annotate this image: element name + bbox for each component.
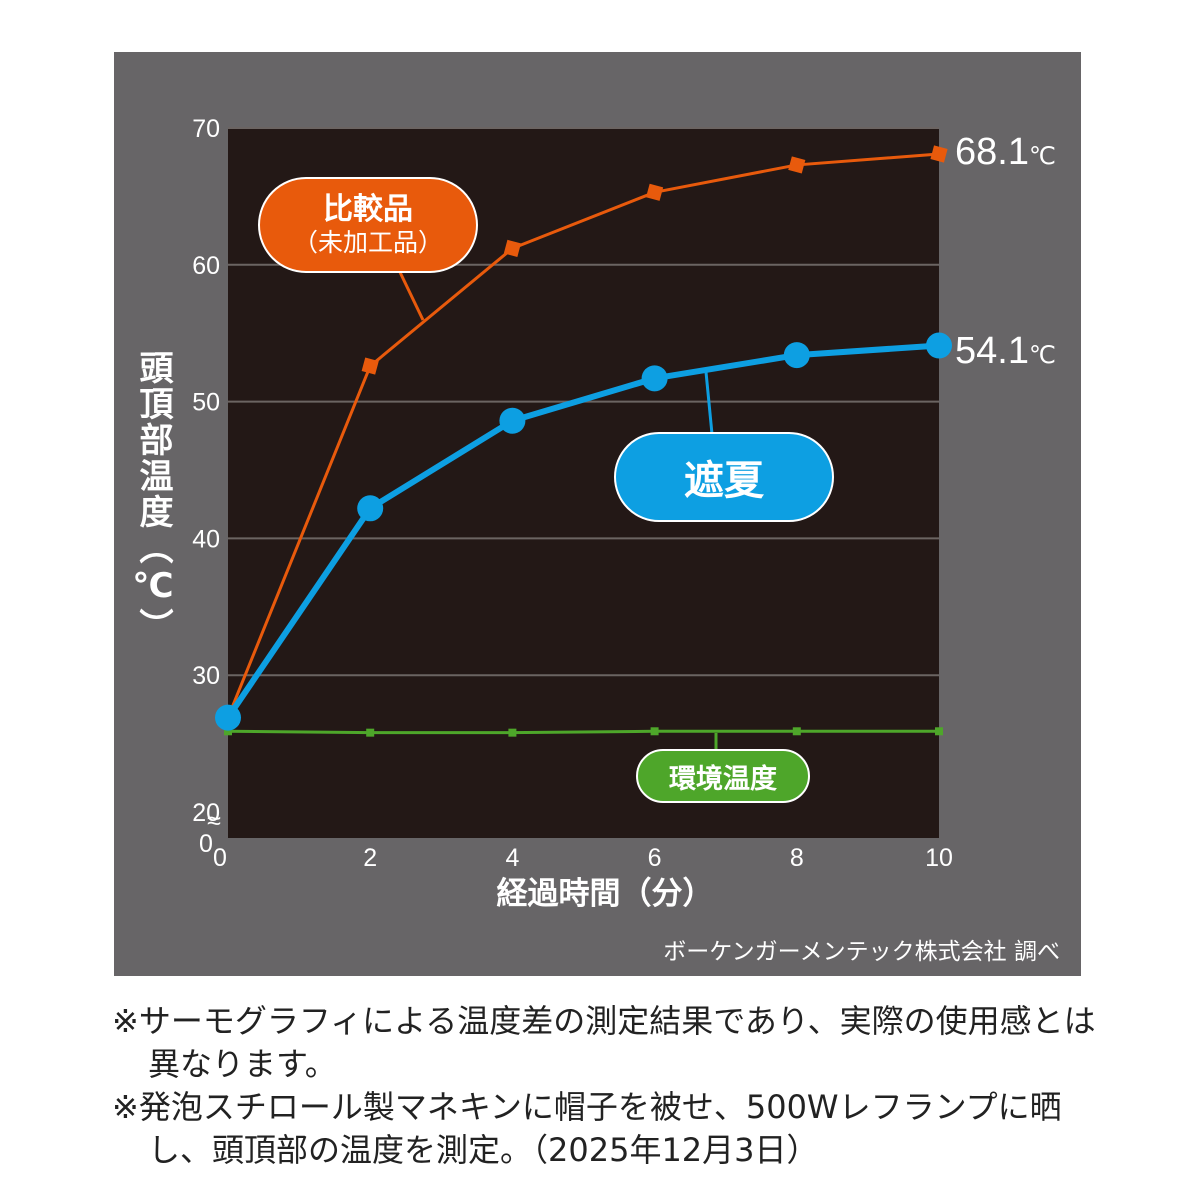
end-value-shaka-number: 54.1: [955, 330, 1029, 372]
leader-comparison: [396, 267, 425, 321]
x-tick-6: 6: [648, 844, 662, 872]
legend-label-shaka: 遮夏: [614, 432, 834, 522]
point-1-4: [783, 342, 810, 369]
footnote-1: ※サーモグラフィによる温度差の測定結果であり、実際の使用感とは異なります。: [112, 1002, 1096, 1083]
series-line-2: [227, 729, 939, 735]
point-1-5: [926, 332, 952, 359]
y-tick-70: 70: [192, 115, 220, 143]
point-1-3: [641, 365, 668, 392]
y-tick-40: 40: [192, 525, 220, 553]
footnotes: ※サーモグラフィによる温度差の測定結果であり、実際の使用感とは異なります。 ※発…: [112, 1000, 1112, 1172]
y-tick-50: 50: [192, 389, 220, 417]
series-line-0: [226, 152, 940, 719]
end-value-shaka-unit: ℃: [1028, 342, 1056, 369]
point-1-0: [215, 704, 241, 731]
legend-label-comparison-line1: 比較品: [323, 192, 413, 227]
point-2-5: [935, 727, 943, 736]
point-2-3: [650, 727, 659, 736]
point-0-1: [361, 357, 379, 375]
source-credit: ボーケンガーメンテック株式会社 調べ: [663, 939, 1060, 965]
point-2-2: [508, 728, 517, 737]
y-tick-20: 20: [192, 799, 220, 827]
series-line-1: [225, 342, 940, 720]
x-axis-title: 経過時間（分）: [497, 876, 714, 912]
x-tick-0: 0: [213, 844, 227, 872]
x-tick-2: 2: [363, 844, 377, 872]
end-value-shaka: 54.1℃: [955, 330, 1056, 373]
x-tick-4: 4: [505, 844, 519, 872]
point-1-1: [357, 495, 384, 522]
point-0-4: [788, 156, 806, 174]
legend-label-comparison: 比較品 （未加工品）: [258, 177, 478, 273]
y-tick-30: 30: [192, 662, 220, 690]
point-2-1: [366, 728, 375, 737]
axis-break-mark: ≈: [207, 807, 221, 835]
point-2-0: [224, 727, 232, 736]
y-axis-title: 頭頂部温度（℃）: [133, 350, 173, 644]
axis-zero-y-label: 0: [199, 830, 213, 858]
y-tick-60: 60: [192, 252, 220, 280]
point-1-2: [499, 407, 526, 434]
legend-label-comparison-line2: （未加工品）: [292, 228, 443, 257]
end-value-comparison-number: 68.1: [955, 131, 1029, 173]
x-tick-8: 8: [790, 844, 804, 872]
footnote-2: ※発泡スチロール製マネキンに帽子を被せ、500Wレフランプに晒し、頭頂部の温度を…: [112, 1088, 1062, 1169]
end-value-comparison-unit: ℃: [1028, 143, 1056, 170]
point-0-5: [930, 145, 948, 163]
end-value-comparison: 68.1℃: [955, 131, 1056, 174]
legend-label-ambient: 環境温度: [636, 749, 810, 803]
point-0-2: [503, 239, 521, 257]
x-tick-10: 10: [925, 844, 953, 872]
point-0-3: [646, 183, 664, 201]
leader-shaka: [704, 371, 714, 435]
point-2-4: [792, 727, 801, 736]
